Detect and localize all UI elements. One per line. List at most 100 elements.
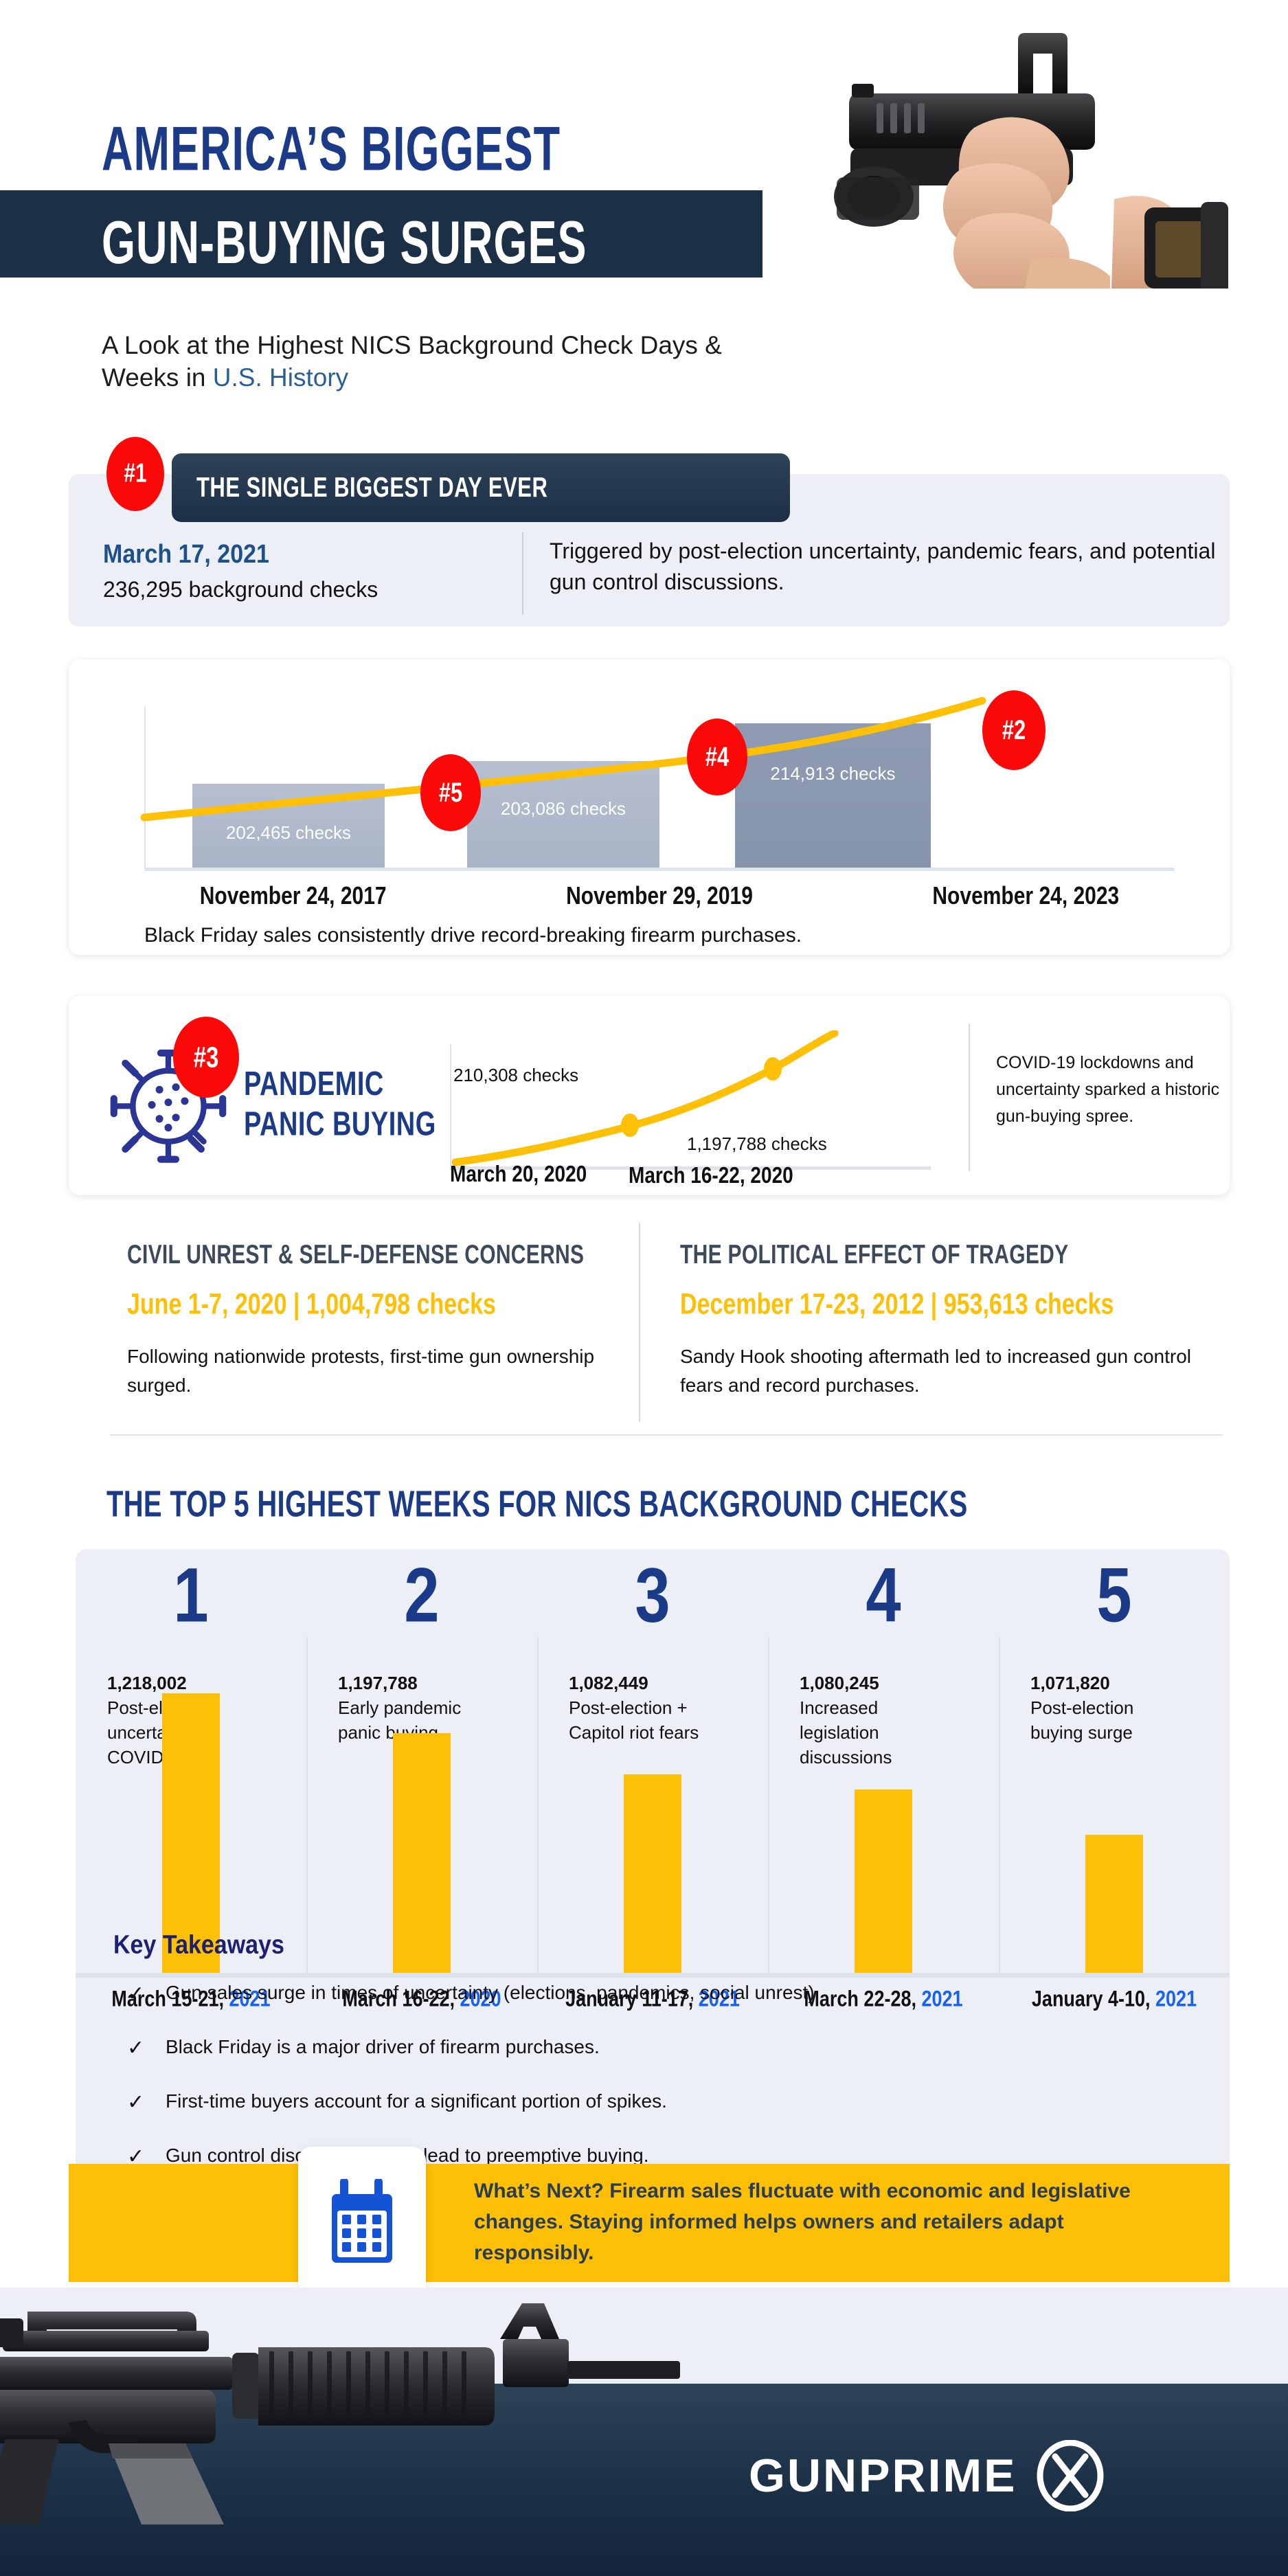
- top5-columns: 1 1,218,002 Post-election uncertainty, C…: [76, 1549, 1230, 1975]
- black-friday-bar-2: 203,086 checks: [467, 761, 659, 868]
- rank-badge-2: #2: [982, 690, 1046, 770]
- civil-unrest-heading: CIVIL UNREST & SELF-DEFENSE CONCERNS: [127, 1240, 585, 1269]
- civil-unrest-amount: June 1-7, 2020 | 1,004,798 checks: [127, 1288, 496, 1321]
- biggest-day-pill-label: THE SINGLE BIGGEST DAY EVER: [196, 471, 548, 504]
- brand-name: GUNPRIME: [749, 2450, 1017, 2502]
- key-takeaways-heading: Key Takeaways: [113, 1930, 284, 1960]
- brand-logo: GUNPRIME: [749, 2440, 1106, 2511]
- calendar-icon: [332, 2179, 392, 2263]
- page-title-line-1: AMERICA’S BIGGEST: [102, 114, 561, 184]
- top5-bar-5: [1085, 1835, 1143, 1975]
- key-takeaway-text-1: Gun sales surge in times of uncertainty …: [166, 1982, 820, 2003]
- top5-separator-2: [306, 1637, 308, 1975]
- black-friday-bar-1: 202,465 checks: [192, 784, 385, 868]
- black-friday-date-1: November 24, 2017: [199, 882, 387, 910]
- top5-date-2-year: 2020: [460, 1986, 501, 2011]
- top5-date-1-text: March 15-21,: [111, 1986, 229, 2011]
- subtitle-main-text: A Look at the Highest NICS Background Ch…: [102, 331, 722, 392]
- subtitle-highlight-text: U.S. History: [212, 363, 349, 392]
- black-friday-date-2: November 29, 2019: [566, 882, 753, 910]
- black-friday-date-labels: November 24, 2017 November 29, 2019 Nove…: [110, 882, 1209, 910]
- top5-item-5: 5 1,071,820 Post-election buying surge: [999, 1549, 1230, 1975]
- key-takeaway-text-2: Black Friday is a major driver of firear…: [166, 2036, 600, 2057]
- top5-value-4: 1,080,245: [800, 1673, 879, 1693]
- pandemic-card: [69, 996, 1230, 1195]
- biggest-day-description: Triggered by post-election uncertainty, …: [550, 539, 1216, 595]
- biggest-day-pill: THE SINGLE BIGGEST DAY EVER: [172, 453, 790, 522]
- top5-value-1: 1,218,002: [107, 1673, 187, 1693]
- whats-next-icon-box: [298, 2147, 426, 2299]
- page-title-line-2: GUN-BUYING SURGES: [102, 209, 587, 277]
- top5-date-labels: March 15-21, 2021 March 16-22, 2020 Janu…: [76, 1986, 1230, 2012]
- pandemic-description: COVID-19 lockdowns and uncertainty spark…: [996, 1053, 1220, 1126]
- page-subtitle: A Look at the Highest NICS Background Ch…: [102, 330, 741, 394]
- civil-unrest-column: CIVIL UNREST & SELF-DEFENSE CONCERNS Jun…: [127, 1240, 622, 1400]
- pandemic-date-1: March 20, 2020: [450, 1161, 587, 1187]
- top5-item-2: 2 1,197,788 Early pandemic panic buying: [306, 1549, 537, 1975]
- top5-rank-1: 1: [173, 1552, 209, 1639]
- political-effect-heading: THE POLITICAL EFFECT OF TRAGEDY: [680, 1240, 1069, 1269]
- pandemic-title-line-1: PANDEMIC: [244, 1065, 384, 1103]
- top5-date-4-year: 2021: [921, 1986, 963, 2011]
- top5-separator-4: [768, 1637, 769, 1975]
- check-icon: ✓: [127, 1982, 145, 2005]
- political-effect-column: THE POLITICAL EFFECT OF TRAGEDY December…: [680, 1240, 1223, 1400]
- political-effect-amount: December 17-23, 2012 | 953,613 checks: [680, 1288, 1114, 1321]
- top5-date-1: March 15-21, 2021: [76, 1987, 306, 2012]
- top5-rank-2: 2: [404, 1552, 440, 1639]
- top5-date-5: January 4-10, 2021: [999, 1987, 1230, 2012]
- rank-badge-4-label: #4: [705, 741, 730, 773]
- title-navy-band: [0, 190, 762, 278]
- rank-badge-4: #4: [687, 719, 747, 795]
- top5-date-4-text: March 22-28,: [804, 1986, 922, 2011]
- top5-date-1-year: 2021: [229, 1986, 271, 2011]
- header-photo: [714, 0, 1288, 295]
- top5-desc-4: Increased legislation discussions: [800, 1697, 892, 1767]
- rank-badge-5-label: #5: [438, 776, 463, 809]
- check-icon: ✓: [127, 2037, 145, 2059]
- top5-desc-5: Post-election buying surge: [1030, 1697, 1134, 1743]
- top5-value-2: 1,197,788: [338, 1673, 418, 1693]
- pandemic-title-line-2: PANIC BUYING: [244, 1105, 436, 1144]
- key-takeaway-item-1: ✓ Gun sales surge in times of uncertaint…: [127, 1982, 1123, 2006]
- key-takeaway-item-3: ✓ First-time buyers account for a signif…: [127, 2090, 1123, 2114]
- pandemic-title: PANDEMIC PANIC BUYING: [244, 1065, 436, 1145]
- key-takeaway-item-2: ✓ Black Friday is a major driver of fire…: [127, 2036, 1123, 2060]
- top5-separator-5: [999, 1637, 1000, 1975]
- top5-value-3: 1,082,449: [569, 1673, 648, 1693]
- pandemic-date-2: March 16-22, 2020: [629, 1162, 793, 1188]
- pandemic-line-series: [451, 1030, 839, 1166]
- pandemic-x-axis: [450, 1166, 931, 1170]
- civil-unrest-body: Following nationwide protests, first-tim…: [127, 1346, 595, 1396]
- top5-value-5: 1,071,820: [1030, 1673, 1110, 1693]
- top5-date-3-year: 2021: [698, 1986, 740, 2011]
- top5-bar-1: [162, 1693, 220, 1975]
- two-column-divider: [639, 1223, 640, 1422]
- top5-date-3-text: January 11-17,: [565, 1986, 699, 2011]
- rifle-photo-illustration: [0, 2303, 680, 2524]
- top5-date-4: March 22-28, 2021: [768, 1987, 999, 2012]
- rank-badge-1-label: #1: [124, 458, 147, 488]
- top5-rank-3: 3: [635, 1552, 670, 1639]
- top5-item-3: 3 1,082,449 Post-election + Capitol riot…: [537, 1549, 768, 1975]
- rank-badge-3: #3: [173, 1017, 239, 1098]
- rank-badge-3-label: #3: [193, 1040, 219, 1074]
- black-friday-bar-2-value: 203,086 checks: [500, 798, 626, 819]
- biggest-day-divider: [522, 532, 523, 615]
- black-friday-note: Black Friday sales consistently drive re…: [144, 924, 802, 947]
- biggest-day-date: March 17, 2021: [103, 539, 269, 569]
- pandemic-chart: [450, 1030, 958, 1178]
- political-effect-body: Sandy Hook shooting aftermath led to inc…: [680, 1346, 1192, 1396]
- top5-date-2-text: March 16-22,: [342, 1986, 460, 2011]
- black-friday-bar-1-value: 202,465 checks: [225, 822, 352, 843]
- rank-badge-5: #5: [420, 754, 481, 831]
- top5-x-axis: [76, 1973, 1230, 1978]
- top5-date-2: March 16-22, 2020: [306, 1987, 537, 2012]
- top5-heading: THE TOP 5 HIGHEST WEEKS FOR NICS BACKGRO…: [106, 1484, 968, 1525]
- rank-badge-2-label: #2: [1002, 714, 1026, 746]
- whats-next-banner: [69, 2164, 1230, 2282]
- biggest-day-checks: 236,295 background checks: [103, 577, 379, 602]
- top5-separator-3: [537, 1637, 539, 1975]
- top5-rank-5: 5: [1096, 1552, 1132, 1639]
